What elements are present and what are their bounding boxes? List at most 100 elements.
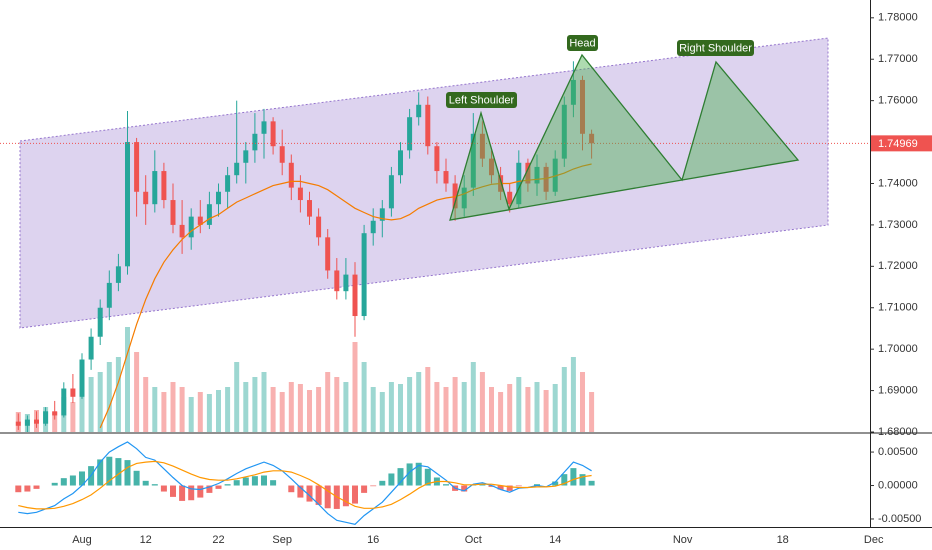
macd-histogram-bar [69, 475, 76, 486]
y-tick-label: 1.68000 [878, 426, 918, 438]
candle-body [388, 175, 394, 209]
candle-body [179, 224, 185, 238]
candle-body [297, 187, 303, 201]
candle-body [379, 208, 385, 221]
annotation-box [567, 35, 598, 51]
y-tick-label: 1.71000 [878, 302, 918, 314]
candle-body [589, 133, 595, 144]
candle-body [243, 150, 249, 163]
candle-body [70, 388, 76, 397]
macd-histogram-bar [415, 462, 422, 486]
macd-histogram-bar [106, 456, 113, 486]
volume-bar [398, 384, 403, 432]
candle-body [206, 204, 212, 225]
candle-body [352, 274, 358, 317]
macd-histogram-bar [15, 485, 22, 493]
candle-body [225, 175, 231, 192]
candle-body [252, 133, 258, 151]
y-tick-label: 1.70000 [878, 343, 918, 355]
macd-histogram-bar [124, 460, 131, 486]
volume-bar [161, 392, 167, 432]
macd-histogram-bar [151, 484, 158, 486]
macd-histogram-bar [342, 485, 349, 507]
candle-body [261, 121, 267, 134]
volume-bar [188, 397, 194, 432]
volume-bar [152, 387, 158, 432]
macd-histogram-bar [24, 485, 31, 492]
macd-histogram-bar [570, 468, 577, 486]
macd-tick-label: 0.00000 [878, 479, 918, 491]
candle-body [434, 146, 440, 172]
macd-histogram-bar [424, 468, 431, 486]
macd-histogram-bar [215, 485, 222, 489]
macd-histogram-bar [488, 485, 495, 487]
macd-histogram-bar [352, 485, 358, 504]
annotation-label: Right Shoulder [679, 42, 752, 54]
macd-histogram-bar [379, 480, 386, 486]
candle-body [461, 187, 467, 209]
candle-body [416, 104, 422, 118]
macd-histogram-bar [51, 482, 58, 486]
volume-bar [79, 392, 85, 432]
macd-histogram-bar [233, 480, 240, 486]
candle-body [470, 133, 476, 188]
macd-histogram-bar [588, 480, 595, 486]
volume-bar [561, 367, 567, 432]
annotation-label: Head [569, 37, 595, 49]
volume-bar [88, 377, 94, 432]
macd-histogram-bar [142, 480, 149, 486]
macd-histogram-bar [579, 474, 586, 486]
volume-bar [106, 362, 112, 432]
x-tick-label: 16 [367, 534, 379, 546]
y-tick-label: 1.73000 [878, 219, 918, 231]
macd-histogram-bar [479, 484, 486, 486]
candle-body [361, 233, 367, 317]
macd-histogram-bar [506, 485, 513, 491]
y-tick-label: 1.69000 [878, 384, 918, 396]
macd-histogram-bar [361, 485, 368, 493]
volume-bar [589, 392, 595, 432]
volume-bar [570, 357, 576, 432]
volume-bar [580, 372, 585, 432]
candle-body [79, 359, 85, 397]
candle-body [443, 171, 449, 184]
macd-histogram-bar [561, 474, 568, 486]
candle-body [134, 142, 140, 192]
volume-bar [498, 392, 504, 432]
macd-histogram-bar [406, 463, 413, 486]
volume-bar [288, 382, 294, 432]
volume-bar [543, 390, 549, 432]
volume-bar [379, 392, 385, 432]
candle-body [52, 411, 58, 416]
volume-bar [252, 377, 258, 432]
candle-body [234, 162, 240, 176]
volume-bar [179, 387, 185, 432]
candle-body [270, 121, 276, 147]
candle-body [115, 266, 121, 283]
x-tick-label: Nov [673, 534, 693, 546]
volume-bar [534, 382, 540, 432]
macd-histogram-bar [133, 470, 140, 486]
macd-histogram-bar [33, 485, 40, 489]
volume-bar [434, 382, 440, 432]
macd-pane [15, 441, 595, 525]
volume-bar [206, 394, 212, 432]
macd-histogram-bar [115, 458, 122, 486]
volume-bar [316, 387, 322, 432]
candle-body [197, 216, 203, 225]
candle-body [552, 158, 558, 192]
macd-tick-label: -0.00500 [878, 513, 921, 525]
x-tick-label: Aug [72, 534, 92, 546]
candle-body [61, 388, 67, 416]
volume-bar [416, 372, 422, 432]
y-tick-label: 1.77000 [878, 53, 918, 65]
volume-bar [297, 384, 303, 432]
macd-line [18, 441, 592, 525]
x-tick-label: 18 [777, 534, 789, 546]
candle-body [479, 133, 485, 159]
volume-bar [115, 357, 121, 432]
volume-bar [197, 392, 203, 432]
volume-bar [325, 372, 331, 432]
volume-bar [407, 377, 413, 432]
candle-body [34, 419, 39, 424]
